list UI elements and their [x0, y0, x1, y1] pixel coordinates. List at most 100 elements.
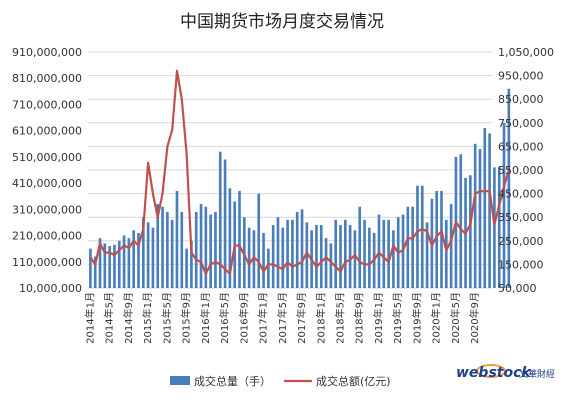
- bar: [146, 222, 150, 288]
- bar: [334, 219, 338, 288]
- bar: [449, 204, 453, 288]
- legend-label-line: 成交总额(亿元): [316, 374, 391, 388]
- bar: [368, 227, 371, 288]
- bar: [156, 204, 160, 288]
- legend-label-bar: 成交总量（手）: [194, 374, 271, 388]
- bar: [108, 246, 111, 288]
- bar: [262, 232, 265, 288]
- x-tick-label: 2020年5月: [449, 292, 462, 344]
- left-tick-label: 110,000,000: [12, 256, 82, 269]
- right-tick-label: 650,000: [498, 140, 544, 153]
- bar: [319, 225, 323, 288]
- x-tick-label: 2015年9月: [180, 292, 193, 344]
- bar: [228, 188, 232, 288]
- right-tick-label: 750,000: [498, 117, 544, 130]
- logo-wordmark: webstock: [456, 365, 532, 381]
- bar: [387, 219, 390, 288]
- bar: [161, 206, 164, 288]
- bar: [353, 230, 357, 288]
- bar: [363, 219, 366, 288]
- left-tick-label: 710,000,000: [12, 98, 82, 111]
- left-axis: 10,000,000 110,000,000 210,000,000 310,000,…: [12, 46, 82, 295]
- x-tick-label: 2016年9月: [237, 292, 250, 344]
- left-tick-label: 410,000,000: [12, 177, 82, 190]
- x-tick-label: 2016年1月: [199, 292, 212, 344]
- x-tick-label: 2018年9月: [353, 292, 366, 344]
- bar: [137, 232, 140, 288]
- bar: [180, 211, 184, 288]
- left-tick-label: 810,000,000: [12, 72, 82, 85]
- x-tick-label: 2020年1月: [430, 292, 443, 344]
- bar: [214, 211, 217, 288]
- bar: [286, 219, 289, 288]
- bar: [440, 190, 443, 288]
- bar: [185, 248, 188, 288]
- bar: [497, 167, 501, 288]
- bar: [507, 88, 511, 288]
- left-tick-label: 10,000,000: [19, 282, 82, 295]
- bar: [488, 133, 491, 288]
- right-tick-label: 450,000: [498, 188, 544, 201]
- bar: [459, 154, 463, 288]
- bar: [295, 211, 299, 288]
- bar: [406, 206, 410, 288]
- bar: [267, 248, 270, 288]
- x-tick-label: 2019年5月: [391, 292, 404, 344]
- x-tick-label: 2014年9月: [122, 292, 135, 344]
- bar: [93, 256, 97, 288]
- x-tick-label: 2018年1月: [314, 292, 327, 344]
- bar: [98, 238, 102, 288]
- bar: [469, 175, 472, 288]
- bar: [175, 190, 179, 288]
- right-tick-label: 550,000: [498, 164, 544, 177]
- x-tick-label: 2017年9月: [295, 292, 308, 344]
- bar: [300, 209, 304, 288]
- bar: [420, 185, 424, 288]
- x-tick-label: 2018年5月: [334, 292, 347, 344]
- bar: [329, 243, 333, 288]
- x-tick-label: 2017年1月: [257, 292, 270, 344]
- bar: [425, 222, 429, 288]
- bar: [473, 143, 477, 288]
- legend: 成交总量（手） 成交总额(亿元): [170, 374, 391, 388]
- bar: [103, 243, 107, 288]
- bar: [199, 204, 203, 288]
- right-tick-label: 950,000: [498, 70, 544, 83]
- bar: [257, 193, 261, 288]
- bar: [209, 214, 212, 288]
- bar: [127, 238, 131, 288]
- bar: [166, 211, 169, 288]
- left-tick-label: 310,000,000: [12, 203, 82, 216]
- bar: [502, 122, 506, 288]
- bar: [305, 222, 309, 288]
- x-axis: 2014年1月 2014年5月 2014年9月 2015年1月 2015年5月 2015年…: [83, 292, 481, 344]
- x-tick-label: 2015年1月: [141, 292, 154, 344]
- right-tick-label: 1,050,000: [498, 46, 554, 59]
- x-tick-label: 2019年1月: [372, 292, 385, 344]
- left-tick-label: 510,000,000: [12, 151, 82, 164]
- bar: [392, 230, 395, 288]
- bar: [315, 225, 318, 288]
- bar: [382, 219, 386, 288]
- line-path: [89, 69, 510, 275]
- bar-series: [89, 88, 511, 288]
- left-tick-label: 210,000,000: [12, 230, 82, 243]
- bar: [89, 248, 92, 288]
- bar: [194, 211, 198, 288]
- bar: [281, 227, 285, 288]
- bar: [141, 217, 145, 288]
- logo-caption: 文華財經: [519, 368, 555, 380]
- bar: [204, 206, 208, 288]
- bar: [113, 244, 116, 288]
- bar: [339, 225, 342, 288]
- bar: [358, 206, 362, 288]
- x-tick-label: 2014年5月: [103, 292, 116, 344]
- legend-swatch-bar: [170, 376, 190, 385]
- right-tick-label: 150,000: [498, 258, 544, 271]
- bar: [416, 185, 419, 288]
- left-tick-label: 610,000,000: [12, 125, 82, 138]
- bar: [170, 219, 174, 288]
- line-series: [89, 69, 510, 275]
- gridlines: [88, 51, 492, 289]
